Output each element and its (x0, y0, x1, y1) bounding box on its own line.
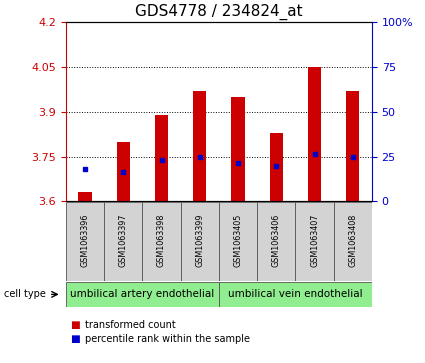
FancyBboxPatch shape (104, 202, 142, 281)
Text: GSM1063399: GSM1063399 (195, 213, 204, 267)
FancyBboxPatch shape (219, 202, 257, 281)
Text: GSM1063406: GSM1063406 (272, 213, 281, 267)
Text: cell type: cell type (4, 289, 46, 299)
FancyBboxPatch shape (66, 202, 104, 281)
Text: GSM1063396: GSM1063396 (80, 213, 90, 267)
Bar (155, 115, 168, 201)
Text: transformed count: transformed count (85, 320, 176, 330)
Text: ■: ■ (70, 320, 80, 330)
Text: GSM1063405: GSM1063405 (233, 213, 243, 267)
Text: GSM1063407: GSM1063407 (310, 213, 319, 267)
Bar (78, 192, 92, 201)
Bar (308, 67, 321, 201)
Title: GDS4778 / 234824_at: GDS4778 / 234824_at (135, 4, 303, 20)
FancyBboxPatch shape (219, 282, 372, 307)
FancyBboxPatch shape (142, 202, 181, 281)
Text: GSM1063398: GSM1063398 (157, 213, 166, 267)
Bar (269, 132, 283, 201)
FancyBboxPatch shape (334, 202, 372, 281)
Bar (116, 142, 130, 201)
Text: ■: ■ (70, 334, 80, 344)
Text: umbilical vein endothelial: umbilical vein endothelial (228, 289, 363, 299)
Bar (346, 91, 360, 201)
FancyBboxPatch shape (66, 282, 219, 307)
FancyBboxPatch shape (295, 202, 334, 281)
FancyBboxPatch shape (181, 202, 219, 281)
Text: GSM1063397: GSM1063397 (119, 213, 128, 267)
Bar (193, 91, 207, 201)
Text: percentile rank within the sample: percentile rank within the sample (85, 334, 250, 344)
FancyBboxPatch shape (257, 202, 295, 281)
Bar (231, 97, 245, 201)
Text: umbilical artery endothelial: umbilical artery endothelial (70, 289, 215, 299)
Text: GSM1063408: GSM1063408 (348, 213, 357, 267)
